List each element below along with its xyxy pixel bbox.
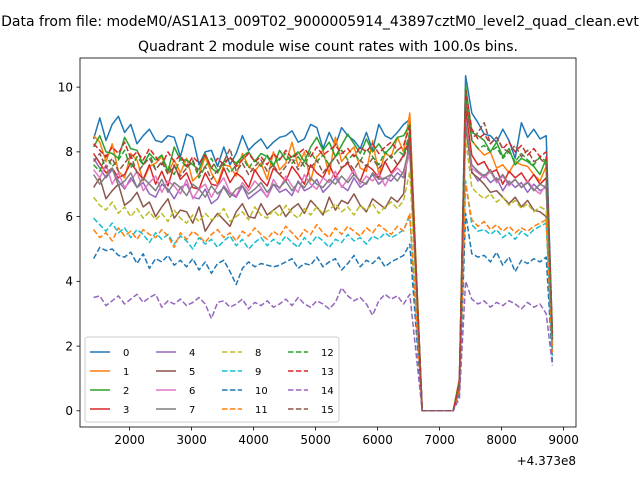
x-tick-label: 3000 — [176, 433, 207, 447]
x-tick-label: 5000 — [300, 433, 331, 447]
series-line-8 — [93, 138, 554, 412]
series-line-12 — [93, 96, 554, 412]
series-line-10 — [92, 212, 554, 412]
series-line-6 — [93, 118, 554, 412]
legend-label-2: 2 — [123, 386, 129, 397]
legend-label-3: 3 — [123, 405, 129, 416]
x-tick-label: 6000 — [362, 433, 393, 447]
x-tick-label: 9000 — [548, 433, 579, 447]
legend-label-9: 9 — [255, 367, 261, 378]
x-tick-label: 4000 — [238, 433, 269, 447]
legend-label-13: 13 — [321, 367, 334, 378]
x-tick-label: 8000 — [486, 433, 517, 447]
legend-label-14: 14 — [321, 386, 334, 397]
legend-label-4: 4 — [189, 348, 195, 359]
series-line-0 — [92, 75, 554, 412]
series-line-14 — [93, 280, 554, 412]
y-tick-label: 2 — [65, 339, 73, 353]
legend-box — [84, 336, 340, 423]
series-line-5 — [92, 125, 554, 412]
chart-title: Quadrant 2 module wise count rates with … — [138, 39, 518, 55]
y-tick-label: 10 — [58, 80, 73, 94]
series-line-11 — [93, 183, 554, 412]
legend-label-10: 10 — [255, 386, 268, 397]
legend-label-6: 6 — [189, 386, 195, 397]
x-offset-label: +4.373e8 — [517, 454, 576, 468]
x-tick-label: 2000 — [114, 433, 145, 447]
series-line-7 — [92, 123, 554, 412]
legend-label-0: 0 — [123, 348, 129, 359]
x-tick-label: 7000 — [424, 433, 455, 447]
legend-label-7: 7 — [189, 405, 195, 416]
legend-label-11: 11 — [255, 405, 268, 416]
legend-label-15: 15 — [321, 405, 334, 416]
y-tick-label: 4 — [65, 275, 73, 289]
series-line-15 — [93, 102, 554, 412]
legend-label-1: 1 — [123, 367, 129, 378]
y-tick-label: 8 — [65, 145, 73, 159]
axes-frame — [79, 57, 577, 428]
figure-suptitle: Data from file: modeM0/AS1A13_009T02_900… — [1, 14, 639, 30]
series-line-2 — [92, 84, 554, 412]
legend-label-8: 8 — [255, 348, 261, 359]
y-tick-label: 6 — [65, 210, 73, 224]
legend-label-5: 5 — [189, 367, 195, 378]
legend-label-12: 12 — [321, 348, 334, 359]
y-tick-label: 0 — [65, 404, 73, 418]
